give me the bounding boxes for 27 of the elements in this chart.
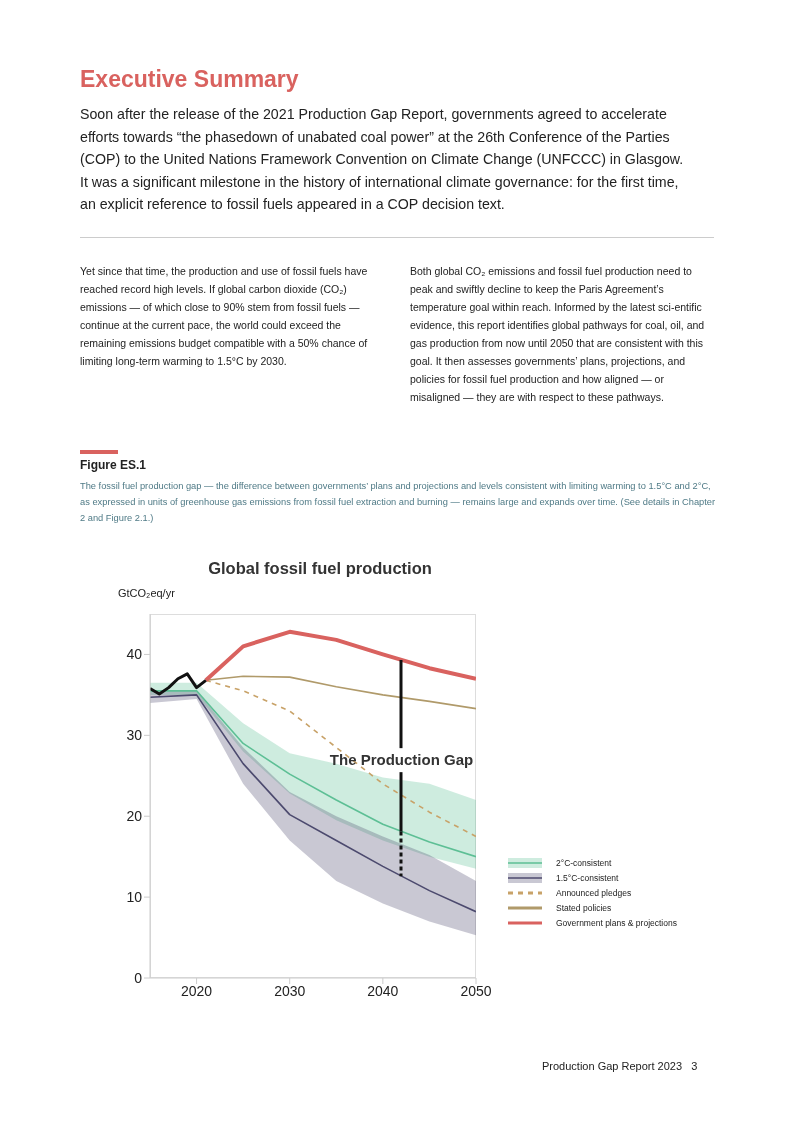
x-tick-label: 2040	[367, 982, 399, 999]
legend-label: Stated policies	[556, 902, 612, 913]
line-series	[205, 679, 476, 838]
line-series	[150, 672, 208, 696]
annotation: The Production Gap	[329, 751, 474, 769]
legend-label: Government plans & projections	[556, 917, 677, 928]
chart-title: Global fossil fuel production	[207, 559, 433, 578]
legend-label: 2°C-consistent	[556, 857, 612, 868]
x-tick-label: 2030	[274, 982, 306, 999]
text: Both global CO₂ emissions and fossil fuel production need to peak and swiftly decline to keep the Paris Agreement’s temperature goal within reach. Informed by the latest sci-entific evidence, this report identifies global pathways for coal, oil, and gas production from now until 2050 that are consistent with this goal. It then assesses governments’ plans, projections, and policies for fossil fuel production and how aligned — or misaligned — they are with respect to these pathways.	[410, 264, 706, 405]
legend-label: Announced pledges	[556, 887, 632, 898]
x-tick-label: 2050	[460, 982, 492, 999]
text: The fossil fuel production gap — the difference between governments’ plans and projections and levels consistent with limiting warming to 1.5°C and 2°C, as expressed in units of greenhouse gas emissions from fossil fuel extraction and burning — remains large and expands over time. (See details in Chapter 2 and Figure 2.1.)	[80, 480, 717, 525]
y-tick-label: 0	[134, 969, 143, 986]
text: Soon after the release of the 2021 Production Gap Report, governments agreed to accelerate efforts towards “the phasedown of unabated coal power” at the 26th Conference of the Parties (COP) to the United Nations Framework Convention on Climate Change (UNFCCC) in Glasgow. It was a significant milestone in the history of international climate governance: for the first time, an explicit reference to fossil fuels appeared in a COP decision text.	[80, 105, 685, 214]
y-axis-title: GtCO₂eq/yr	[118, 587, 175, 599]
text: Production Gap Report 2023 3	[542, 1060, 698, 1072]
x-tick-label: 2020	[180, 982, 213, 999]
y-tick-label: 10	[126, 889, 143, 906]
y-tick-label: 40	[126, 646, 143, 663]
text: Yet since that time, the production and use of fossil fuels have reached record high levels. If global carbon dioxide (CO₂) emissions — of which close to 90% stem from fossil fuels — continue at the current pace, the world could exceed the remaining emissions budget compatible with a 50% chance of limiting long-term warming to 1.5°C by 2030.	[80, 264, 369, 369]
text: Executive Summary	[80, 66, 299, 93]
text: Figure ES.1	[80, 458, 147, 472]
y-tick-label: 30	[126, 727, 143, 744]
line-series	[203, 629, 476, 683]
y-tick-label: 20	[126, 808, 143, 825]
legend-label: 1.5°C-consistent	[556, 872, 619, 883]
